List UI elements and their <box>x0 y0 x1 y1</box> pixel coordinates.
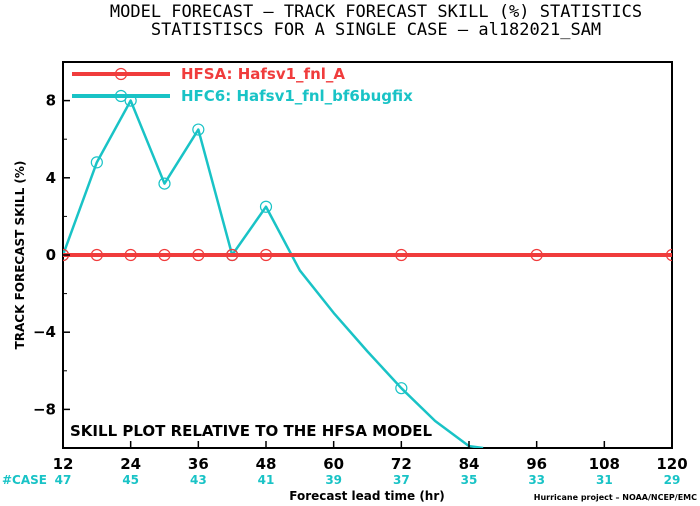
series-marker <box>259 200 273 213</box>
x-tick-label: 108 <box>589 455 620 473</box>
legend-label: HFSA: Hafsv1_fnl_A <box>181 65 345 83</box>
chart-subtitle: STATISTISCS FOR A SINGLE CASE – al182021… <box>151 20 601 40</box>
x-tick-label: 24 <box>120 455 141 473</box>
series-marker <box>395 248 408 262</box>
series-group <box>63 94 672 448</box>
x-tick-label: 120 <box>656 455 687 473</box>
y-axis: −8 −4 0 4 8 <box>33 61 70 449</box>
x-tick-label: 36 <box>188 455 209 473</box>
series-marker <box>90 156 103 169</box>
series-marker <box>124 248 137 262</box>
x-axis-label: Forecast lead time (hr) <box>289 489 445 503</box>
legend-label: HFC6: Hafsv1_fnl_bf6bugfix <box>181 87 413 105</box>
x-tick-label: 12 <box>53 455 74 473</box>
legend-swatch-marker <box>114 67 128 81</box>
legend: HFSA: Hafsv1_fnl_A HFC6: Hafsv1_fnl_bf6bu… <box>72 65 413 105</box>
plot-content <box>63 94 672 448</box>
chart-title: MODEL FORECAST – TRACK FORECAST SKILL (%… <box>110 2 642 22</box>
series-line <box>63 99 484 448</box>
series-marker <box>90 248 103 262</box>
case-count: 35 <box>461 473 478 487</box>
x-tick-label: 48 <box>256 455 277 473</box>
y-tick-label: −8 <box>33 400 56 418</box>
case-count: 47 <box>55 473 72 487</box>
series-marker <box>192 248 205 262</box>
series-marker <box>158 177 171 190</box>
x-tick-label: 84 <box>459 455 480 473</box>
y-tick-label: 0 <box>46 246 56 264</box>
case-count: 37 <box>393 473 410 487</box>
x-tick-label: 72 <box>391 455 412 473</box>
case-count-row: #CASE 47 45 43 41 39 37 35 33 31 29 <box>2 473 680 487</box>
y-tick-label: 4 <box>46 169 56 187</box>
series-marker <box>530 248 543 262</box>
series-marker <box>226 248 239 262</box>
case-count: 41 <box>258 473 275 487</box>
y-tick-label: 8 <box>46 92 56 110</box>
case-count: 33 <box>528 473 545 487</box>
x-tick-label: 60 <box>323 455 344 473</box>
series-marker <box>259 248 273 262</box>
credit-text: Hurricane project – NOAA/NCEP/EMC <box>534 493 697 502</box>
case-label: #CASE <box>2 473 47 487</box>
case-count: 45 <box>122 473 139 487</box>
y-axis-label: TRACK FORECAST SKILL (%) <box>13 161 27 350</box>
x-tick-label: 96 <box>526 455 547 473</box>
series-marker <box>395 382 408 395</box>
x-axis: 12 24 36 48 60 72 84 96 108 120 <box>53 441 688 473</box>
case-count: 43 <box>190 473 207 487</box>
y-tick-label: −4 <box>33 323 56 341</box>
case-count: 29 <box>664 473 681 487</box>
case-count: 31 <box>596 473 613 487</box>
case-count: 39 <box>325 473 342 487</box>
legend-swatch-marker <box>114 89 128 103</box>
series-marker <box>665 248 672 262</box>
series-marker <box>192 123 205 136</box>
series-marker <box>158 248 171 262</box>
skill-relative-note: SKILL PLOT RELATIVE TO THE HFSA MODEL <box>70 422 433 440</box>
